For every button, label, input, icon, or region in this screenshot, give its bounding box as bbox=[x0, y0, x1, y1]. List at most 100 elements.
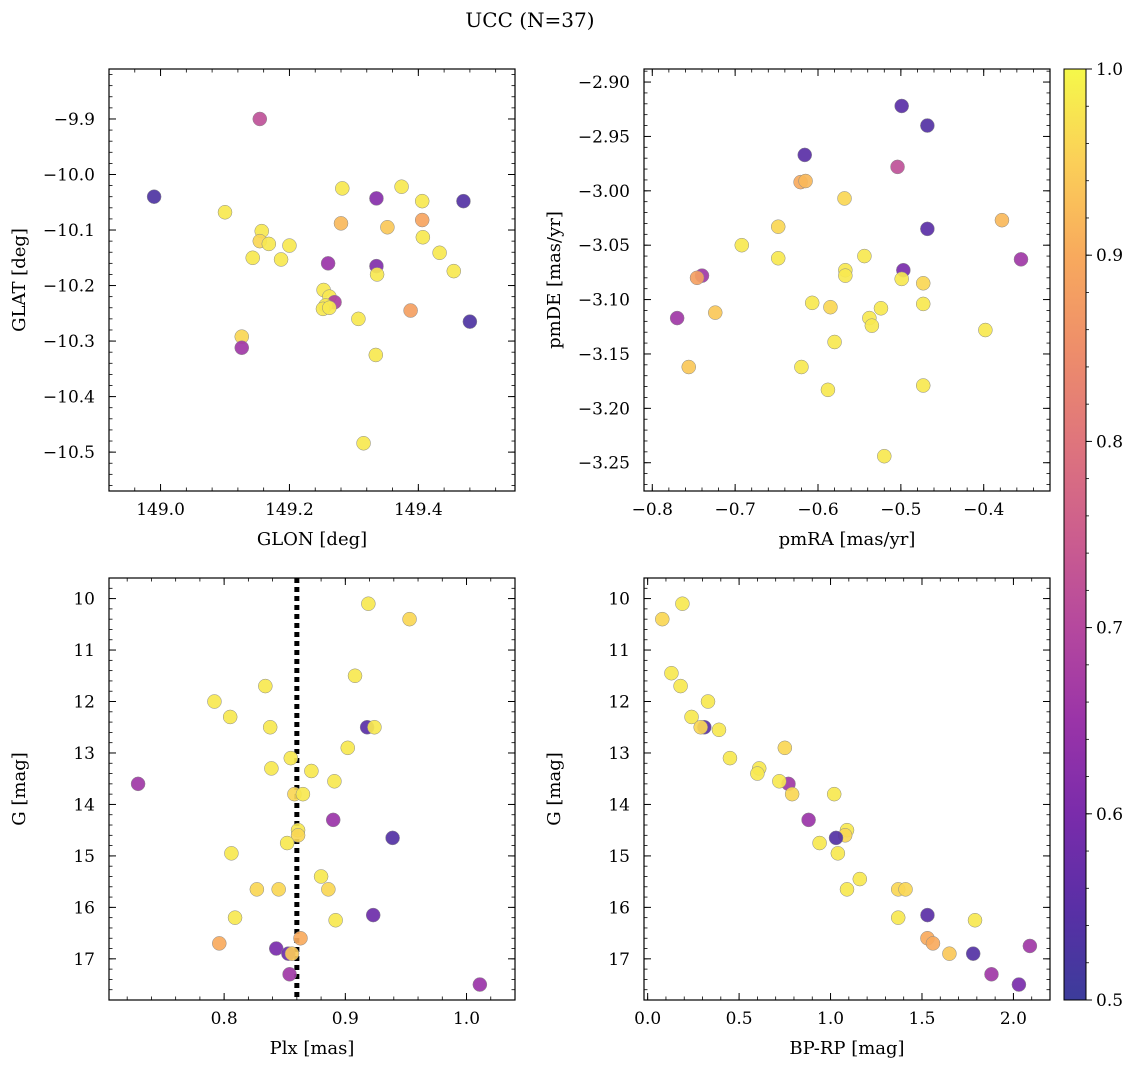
data-point bbox=[1013, 252, 1029, 267]
colorbar-tick-label: 0.5 bbox=[1096, 991, 1123, 1011]
data-point bbox=[750, 766, 765, 781]
data-point bbox=[385, 830, 400, 846]
data-point bbox=[472, 977, 488, 992]
data-point bbox=[812, 835, 827, 851]
y-tick-label: −10.5 bbox=[43, 443, 95, 463]
data-point bbox=[794, 359, 809, 375]
data-point bbox=[313, 869, 329, 884]
y-tick-label: 12 bbox=[73, 693, 95, 713]
data-point bbox=[321, 882, 336, 897]
data-point bbox=[335, 181, 350, 196]
data-point bbox=[894, 98, 909, 114]
data-point bbox=[734, 237, 750, 253]
y-tick-label: −10.3 bbox=[43, 332, 95, 352]
y-tick-label: −2.90 bbox=[578, 73, 630, 93]
data-point bbox=[432, 245, 447, 261]
y-tick-label: −10.0 bbox=[43, 166, 95, 186]
data-point bbox=[890, 159, 905, 175]
data-point bbox=[245, 250, 260, 266]
x-tick-label: −0.4 bbox=[963, 500, 1004, 520]
data-point bbox=[146, 189, 162, 204]
x-axis-label: GLON [deg] bbox=[257, 529, 367, 550]
y-tick-label: 13 bbox=[73, 744, 95, 764]
points bbox=[669, 98, 1029, 464]
y-tick-label: −3.20 bbox=[578, 399, 630, 419]
data-point bbox=[217, 205, 233, 220]
y-tick-label: 15 bbox=[608, 847, 630, 867]
colorbar-gradient bbox=[1063, 68, 1087, 1001]
data-point bbox=[994, 212, 1010, 228]
points bbox=[655, 596, 1038, 992]
data-point bbox=[1022, 938, 1038, 954]
data-point bbox=[271, 882, 286, 897]
x-tick-label: 0.0 bbox=[634, 1009, 661, 1029]
y-tick-label: −2.95 bbox=[578, 127, 630, 147]
x-tick-label: 0.8 bbox=[211, 1009, 238, 1029]
y-tick-label: 13 bbox=[608, 744, 630, 764]
data-point bbox=[838, 268, 853, 283]
axes-frame bbox=[108, 68, 516, 492]
y-tick-label: 14 bbox=[608, 795, 630, 815]
data-point bbox=[365, 907, 381, 923]
x-axis-label: pmRA [mas/yr] bbox=[779, 529, 916, 550]
x-tick-label: −0.6 bbox=[797, 500, 838, 520]
data-point bbox=[249, 882, 265, 897]
x-tick-label: 1.0 bbox=[453, 1009, 480, 1029]
y-axis-label: pmDE [mas/yr] bbox=[544, 211, 565, 349]
data-point bbox=[258, 678, 273, 694]
data-point bbox=[234, 340, 250, 355]
data-point bbox=[864, 318, 880, 333]
y-tick-label: 10 bbox=[73, 590, 95, 610]
data-point bbox=[722, 750, 738, 766]
data-point bbox=[207, 694, 222, 709]
figure-title: UCC (N=37) bbox=[465, 8, 594, 32]
x-tick-label: −0.7 bbox=[715, 500, 756, 520]
data-point bbox=[820, 382, 836, 398]
x-tick-label: 149.0 bbox=[136, 500, 185, 520]
data-point bbox=[920, 118, 935, 133]
data-point bbox=[414, 193, 430, 209]
data-point bbox=[284, 946, 300, 961]
data-point bbox=[894, 271, 909, 287]
x-tick-label: 1.5 bbox=[908, 1009, 935, 1029]
x-tick-label: 149.4 bbox=[394, 500, 443, 520]
x-tick-label: −0.5 bbox=[880, 500, 921, 520]
data-point bbox=[772, 774, 787, 789]
data-point bbox=[320, 256, 336, 271]
data-point bbox=[693, 719, 708, 735]
data-point bbox=[839, 882, 855, 897]
y-tick-label: 11 bbox=[73, 641, 95, 661]
data-point bbox=[304, 763, 319, 779]
data-point bbox=[261, 236, 277, 252]
data-point bbox=[942, 946, 957, 961]
data-point bbox=[830, 846, 846, 861]
data-point bbox=[227, 910, 243, 925]
data-point bbox=[368, 347, 384, 363]
data-point bbox=[837, 191, 852, 206]
data-point bbox=[828, 830, 844, 846]
data-point bbox=[770, 219, 786, 234]
data-point bbox=[826, 786, 842, 802]
data-point bbox=[414, 212, 430, 228]
y-tick-label: −9.9 bbox=[54, 110, 95, 130]
axes-frame bbox=[643, 68, 1051, 492]
data-point bbox=[827, 334, 842, 350]
colorbar-tick-label: 0.6 bbox=[1096, 805, 1123, 825]
data-point bbox=[403, 303, 418, 318]
data-point bbox=[367, 719, 382, 735]
data-point bbox=[369, 267, 385, 282]
x-tick-label: 1.0 bbox=[817, 1009, 844, 1029]
data-point bbox=[222, 709, 238, 725]
data-point bbox=[282, 238, 297, 253]
data-point bbox=[322, 300, 337, 316]
x-axis-label: Plx [mas] bbox=[270, 1038, 355, 1059]
y-tick-label: 14 bbox=[73, 795, 95, 815]
data-point bbox=[804, 295, 820, 311]
colorbar: 0.5 0.6 0.7 0.8 0.9 1.0 bbox=[1063, 60, 1123, 1011]
data-point bbox=[340, 740, 356, 756]
x-tick-label: 149.2 bbox=[265, 500, 314, 520]
data-point bbox=[797, 147, 812, 163]
y-tick-label: 12 bbox=[608, 693, 630, 713]
y-tick-label: −10.1 bbox=[43, 221, 95, 241]
data-point bbox=[915, 276, 931, 291]
